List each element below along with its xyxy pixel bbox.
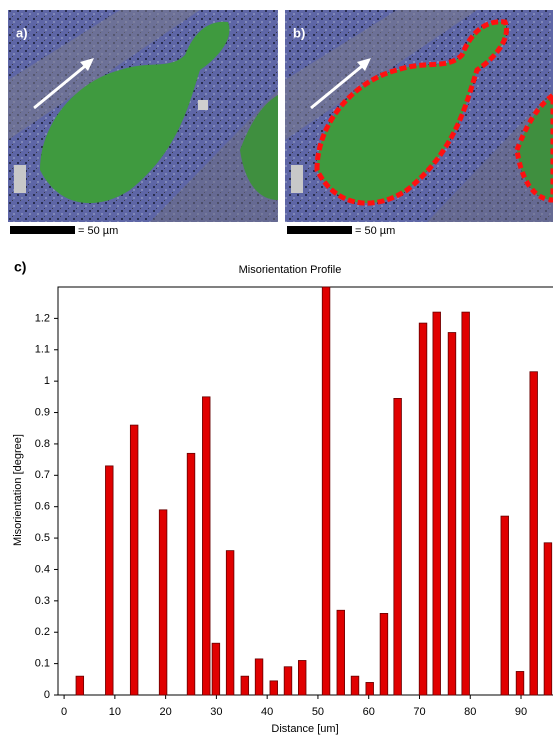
- x-tick-label: 30: [210, 706, 222, 718]
- scale-label: = 50 µm: [355, 225, 395, 237]
- scale-bar: [287, 226, 352, 234]
- bar: [211, 642, 221, 696]
- micrograph-a: [8, 10, 278, 222]
- x-tick-label: 80: [464, 706, 476, 718]
- y-tick-label: 0.4: [35, 563, 50, 575]
- y-tick-label: 1.2: [35, 312, 50, 324]
- y-tick-label: 0.6: [35, 501, 50, 513]
- bar: [269, 680, 278, 696]
- bar: [202, 396, 211, 696]
- bar: [350, 675, 360, 696]
- x-axis-label: Distance [um]: [271, 723, 338, 735]
- scale-bar: [10, 226, 75, 234]
- bar: [297, 660, 307, 696]
- y-tick-label: 0.2: [35, 626, 50, 638]
- x-tick-label: 40: [261, 706, 273, 718]
- bar: [418, 322, 428, 696]
- panel-label: c): [14, 259, 26, 275]
- panel-label: a): [16, 25, 28, 40]
- y-tick-label: 0: [44, 689, 50, 701]
- bar: [393, 398, 402, 696]
- y-tick-label: 0.5: [35, 532, 50, 544]
- x-tick-label: 50: [312, 706, 324, 718]
- bar: [75, 675, 85, 696]
- y-tick-label: 0.9: [35, 406, 50, 418]
- panel-label: b): [293, 25, 305, 40]
- x-tick-label: 10: [109, 706, 121, 718]
- bar: [336, 609, 345, 696]
- x-tick-label: 90: [515, 706, 527, 718]
- bar: [379, 613, 389, 696]
- bar: [365, 682, 374, 696]
- y-tick-label: 1: [44, 375, 50, 387]
- bar: [225, 550, 235, 696]
- bar: [447, 332, 457, 696]
- bar: [283, 666, 293, 696]
- y-tick-label: 0.7: [35, 469, 50, 481]
- bar: [432, 311, 441, 696]
- y-axis-label: Misorientation [degree]: [12, 434, 24, 546]
- x-tick-label: 20: [160, 706, 172, 718]
- bar: [515, 671, 525, 696]
- y-tick-label: 0.8: [35, 438, 50, 450]
- bar: [543, 542, 553, 696]
- micrograph-b: [285, 10, 553, 222]
- bar: [129, 424, 139, 696]
- x-tick-label: 70: [413, 706, 425, 718]
- bar: [240, 675, 250, 696]
- bar: [461, 311, 470, 696]
- plot-frame: [57, 286, 553, 696]
- x-tick-label: 60: [363, 706, 375, 718]
- bar: [158, 509, 168, 696]
- bar: [105, 465, 114, 696]
- chart-title: Misorientation Profile: [239, 264, 342, 276]
- bar: [186, 452, 196, 696]
- bar: [500, 515, 509, 696]
- y-tick-label: 0.3: [35, 595, 50, 607]
- bar: [529, 371, 538, 696]
- y-tick-label: 0.1: [35, 658, 50, 670]
- scale-label: = 50 µm: [78, 225, 118, 237]
- bar: [321, 286, 331, 696]
- y-tick-label: 1.1: [35, 344, 50, 356]
- bar: [254, 658, 264, 696]
- x-tick-label: 0: [61, 706, 67, 718]
